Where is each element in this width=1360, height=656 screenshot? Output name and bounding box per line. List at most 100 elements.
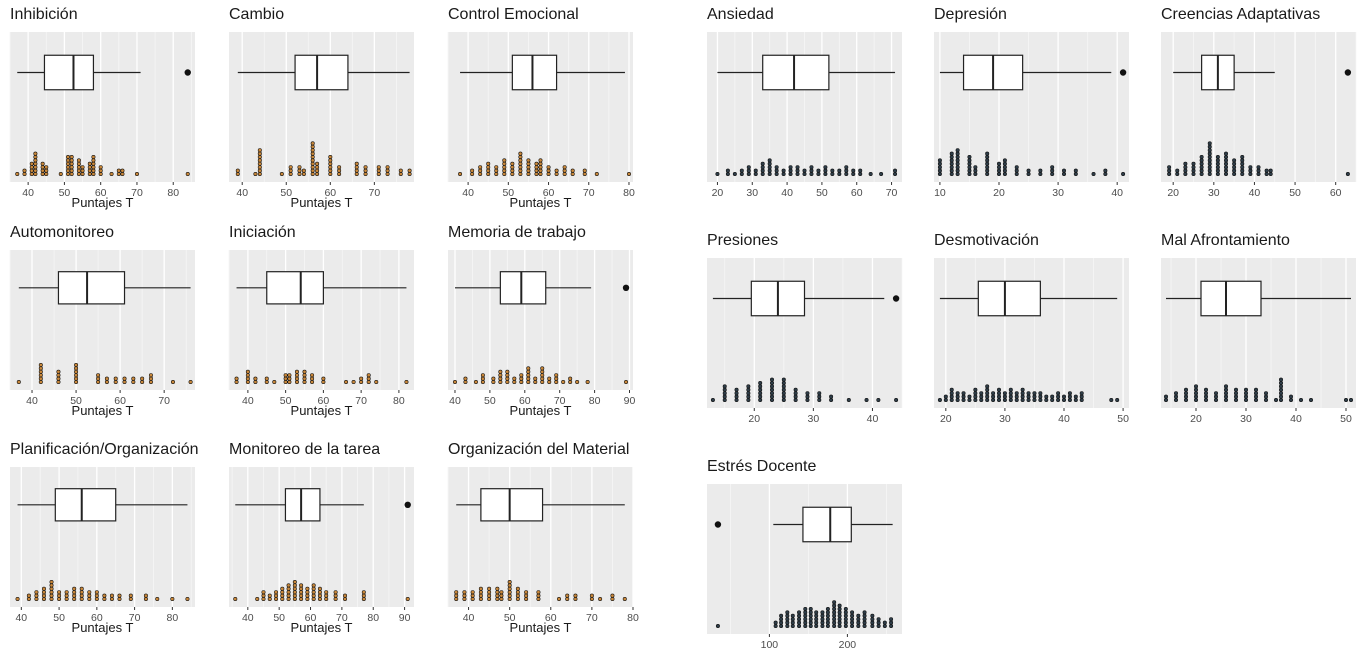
dot <box>793 397 798 402</box>
dot <box>66 165 71 170</box>
dot <box>1264 397 1269 402</box>
dot <box>996 165 1001 170</box>
dot <box>1008 397 1013 402</box>
dot <box>515 586 520 591</box>
dot <box>526 161 531 166</box>
dot <box>462 590 467 595</box>
dot <box>949 168 954 173</box>
dot <box>519 379 524 384</box>
dot <box>470 593 475 598</box>
dot <box>973 165 978 170</box>
tick-label: 40 <box>449 395 461 407</box>
tick-label: 60 <box>543 187 555 199</box>
dot <box>1056 394 1061 399</box>
dot <box>889 617 894 622</box>
box-iqr <box>977 280 1041 317</box>
dot <box>1244 387 1249 392</box>
dot <box>870 617 875 622</box>
dot <box>1175 172 1180 177</box>
outlier-point <box>892 295 900 302</box>
dot <box>955 161 960 166</box>
dot <box>310 144 315 149</box>
dot <box>1014 394 1019 399</box>
dot <box>1204 394 1209 399</box>
dot <box>758 397 763 402</box>
dot <box>49 579 54 584</box>
dot <box>405 596 410 601</box>
dot <box>943 397 948 402</box>
dot <box>773 620 778 625</box>
dot <box>38 369 43 374</box>
dot <box>843 617 848 622</box>
dot <box>1191 165 1196 170</box>
dot <box>1268 172 1273 177</box>
dot <box>297 168 302 173</box>
panel-title: Ansiedad <box>707 6 774 23</box>
dot <box>261 590 266 595</box>
panel-14: 20 30 40 50 <box>1161 258 1356 425</box>
dot <box>49 596 54 601</box>
dot <box>565 593 570 598</box>
tick-label: 40 <box>867 413 879 425</box>
tick-label: 80 <box>393 395 405 407</box>
dot <box>279 172 284 177</box>
dot <box>280 586 285 591</box>
dot <box>507 579 512 584</box>
dot <box>292 593 297 598</box>
dot <box>1038 391 1043 396</box>
dot <box>80 172 85 177</box>
dot <box>94 590 99 595</box>
dot <box>337 172 342 177</box>
dot <box>758 387 763 392</box>
dot <box>955 397 960 402</box>
tick-label: 60 <box>545 612 557 624</box>
dot <box>1032 397 1037 402</box>
tick-label: 40 <box>1058 413 1070 425</box>
dot <box>554 373 559 378</box>
dot <box>470 596 475 601</box>
dot <box>113 379 118 384</box>
dot <box>286 593 291 598</box>
panel-background <box>10 32 195 182</box>
dot <box>797 617 802 622</box>
dot <box>117 593 122 598</box>
dot <box>1167 172 1172 177</box>
dot <box>354 165 359 170</box>
dot <box>515 596 520 601</box>
dot <box>91 161 96 166</box>
dot <box>49 583 54 588</box>
dot <box>889 620 894 625</box>
dot <box>518 155 523 160</box>
dot <box>524 596 529 601</box>
dot <box>1008 387 1013 392</box>
dot <box>830 168 835 173</box>
dot <box>1026 168 1031 173</box>
outlier-point <box>404 501 411 508</box>
dot <box>299 586 304 591</box>
dot <box>554 172 559 177</box>
dot <box>76 165 81 170</box>
dot <box>868 172 873 177</box>
dot <box>526 373 531 378</box>
dot <box>1207 151 1212 156</box>
dot <box>760 172 765 177</box>
dot <box>973 168 978 173</box>
tick-label: 30 <box>999 413 1011 425</box>
tick-label: 50 <box>273 612 285 624</box>
dot <box>844 165 849 170</box>
dot <box>359 379 364 384</box>
dot <box>985 391 990 396</box>
dot <box>104 376 109 381</box>
dot <box>515 590 520 595</box>
dot <box>1038 168 1043 173</box>
dot <box>299 593 304 598</box>
dot <box>22 172 27 177</box>
dot <box>562 165 567 170</box>
dot <box>518 172 523 177</box>
dot <box>1183 172 1188 177</box>
dot <box>870 613 875 618</box>
dot <box>973 172 978 177</box>
dot <box>589 593 594 598</box>
tick-label: 50 <box>816 187 828 199</box>
